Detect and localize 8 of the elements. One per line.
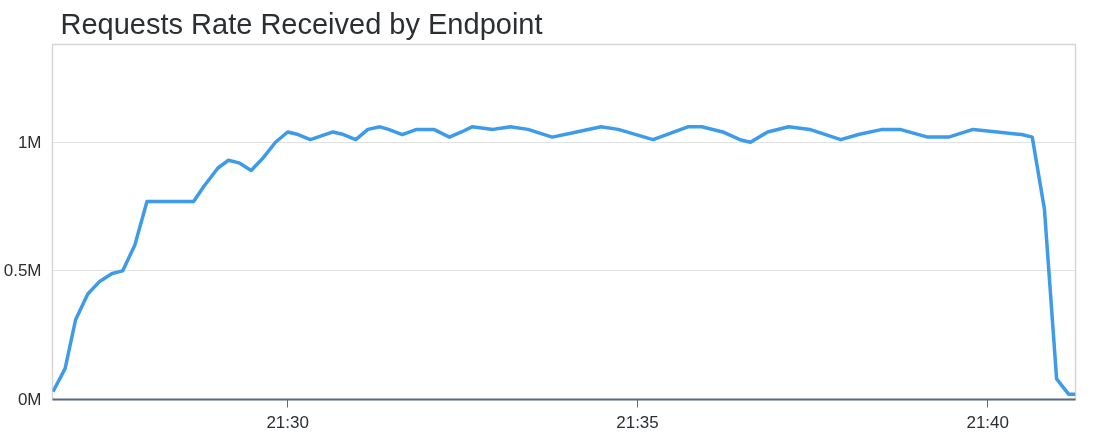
x-tick-label: 21:30 (266, 412, 309, 432)
y-tick-label: 0.5M (3, 261, 42, 281)
x-tick-label: 21:40 (966, 412, 1010, 432)
y-tick-label: 0M (17, 390, 42, 409)
line-series (52, 125, 1076, 397)
y-tick-label: 1M (17, 132, 42, 152)
x-tick-label: 21:35 (616, 412, 659, 432)
chart-title: Requests Rate Received by Endpoint (60, 7, 543, 40)
